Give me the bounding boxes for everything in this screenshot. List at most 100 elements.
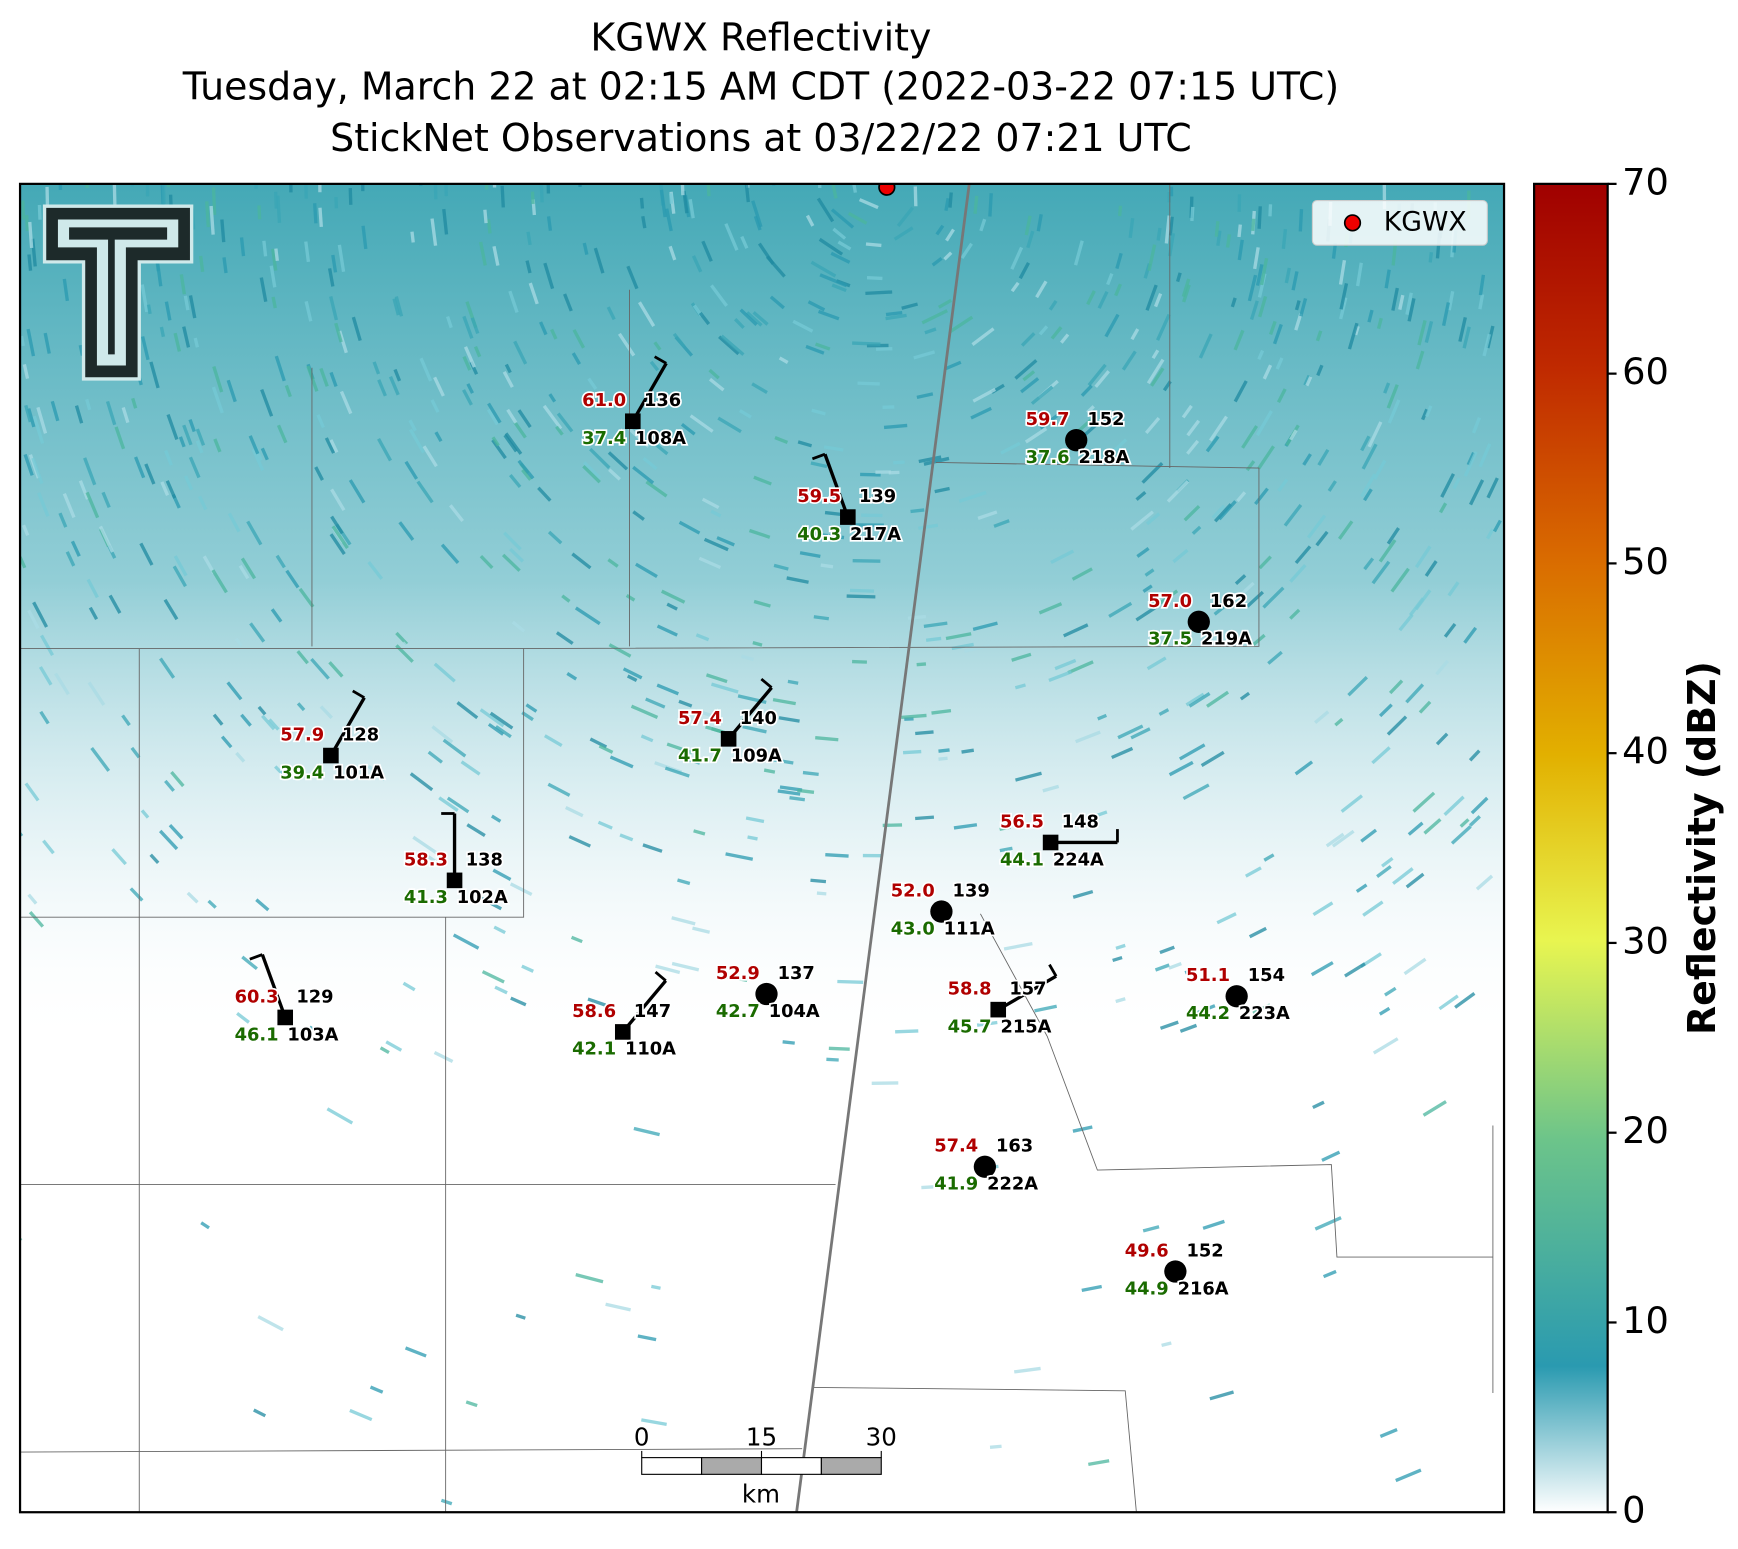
echo	[852, 659, 867, 664]
echo	[1184, 967, 1196, 975]
temperature: 56.5	[1000, 811, 1044, 832]
echo	[989, 1444, 1002, 1449]
echo	[888, 470, 900, 475]
echo	[1010, 281, 1020, 293]
echo	[289, 183, 293, 193]
echo	[555, 425, 564, 436]
echo	[207, 899, 217, 909]
echo	[209, 205, 215, 235]
wind-barb	[727, 686, 773, 740]
echo	[521, 964, 534, 973]
echo	[324, 437, 336, 454]
echo	[486, 219, 492, 234]
echo	[1381, 856, 1394, 868]
echo	[188, 418, 196, 433]
highway	[795, 183, 971, 1513]
echo	[379, 1046, 390, 1055]
echo	[466, 823, 486, 838]
echo	[626, 674, 638, 682]
station-id: 224A	[1053, 849, 1104, 870]
echo	[1347, 322, 1359, 350]
scale-tick-label: 0	[634, 1423, 650, 1452]
echo	[589, 737, 608, 749]
dewpoint: 42.1	[572, 1039, 616, 1060]
echo	[1390, 567, 1410, 593]
echo	[1281, 228, 1288, 249]
echo	[739, 308, 758, 326]
echo	[1183, 504, 1201, 522]
echo	[1340, 794, 1363, 813]
echo	[1403, 957, 1427, 976]
temperature: 49.6	[1125, 1240, 1169, 1261]
station-marker	[1187, 610, 1210, 633]
echo	[465, 1400, 478, 1408]
echo	[1471, 417, 1482, 434]
echo	[1462, 326, 1471, 349]
echo	[875, 347, 893, 351]
temperature: 59.5	[797, 486, 841, 507]
echo	[1379, 1428, 1398, 1438]
echo	[1194, 1004, 1216, 1016]
echo	[159, 326, 166, 338]
echo	[314, 466, 324, 481]
echo	[515, 1313, 526, 1320]
echo	[555, 631, 574, 645]
echo	[1384, 269, 1391, 289]
station-value: 136	[644, 390, 681, 411]
echo	[865, 242, 882, 248]
colorbar-tick-label: 20	[1622, 1109, 1669, 1152]
echo	[1267, 650, 1283, 665]
echo	[463, 346, 476, 368]
echo	[222, 257, 228, 274]
echo	[54, 672, 70, 696]
echo	[308, 1025, 319, 1034]
echo	[186, 891, 199, 904]
echo	[477, 894, 503, 911]
echo	[1159, 945, 1175, 955]
echo	[548, 393, 557, 403]
station-value: 139	[859, 486, 896, 507]
echo	[1306, 514, 1327, 539]
echo	[360, 183, 365, 192]
echo	[501, 553, 521, 572]
echo	[502, 371, 514, 388]
echo	[1421, 408, 1429, 421]
echo	[1048, 300, 1058, 311]
echo	[1024, 427, 1048, 444]
echo	[276, 424, 288, 444]
echo	[1208, 415, 1228, 442]
station-marker	[1225, 985, 1248, 1008]
echo	[935, 224, 945, 236]
echo	[433, 662, 456, 683]
echo	[923, 456, 950, 466]
echo	[1182, 284, 1191, 303]
echo	[1257, 273, 1267, 298]
echo	[438, 796, 459, 812]
station-marker	[840, 509, 856, 525]
echo	[140, 336, 150, 361]
temperature: 57.4	[934, 1136, 978, 1157]
echo	[144, 463, 156, 485]
echo	[1327, 480, 1337, 492]
echo	[846, 594, 876, 599]
echo	[1088, 1459, 1110, 1466]
echo	[1252, 1003, 1271, 1015]
echo	[747, 835, 758, 841]
echo	[943, 251, 953, 261]
dewpoint: 44.9	[1125, 1278, 1169, 1299]
echo	[326, 1107, 354, 1125]
echo	[422, 852, 440, 865]
echo	[178, 436, 186, 448]
echo	[757, 242, 775, 265]
echo	[361, 225, 368, 250]
echo	[479, 708, 505, 728]
echo	[546, 216, 553, 231]
echo	[1312, 1100, 1325, 1110]
echo	[896, 206, 914, 228]
echo	[716, 536, 735, 547]
echo	[134, 456, 146, 479]
echo	[211, 569, 228, 594]
echo	[1331, 242, 1338, 259]
echo	[862, 853, 882, 858]
